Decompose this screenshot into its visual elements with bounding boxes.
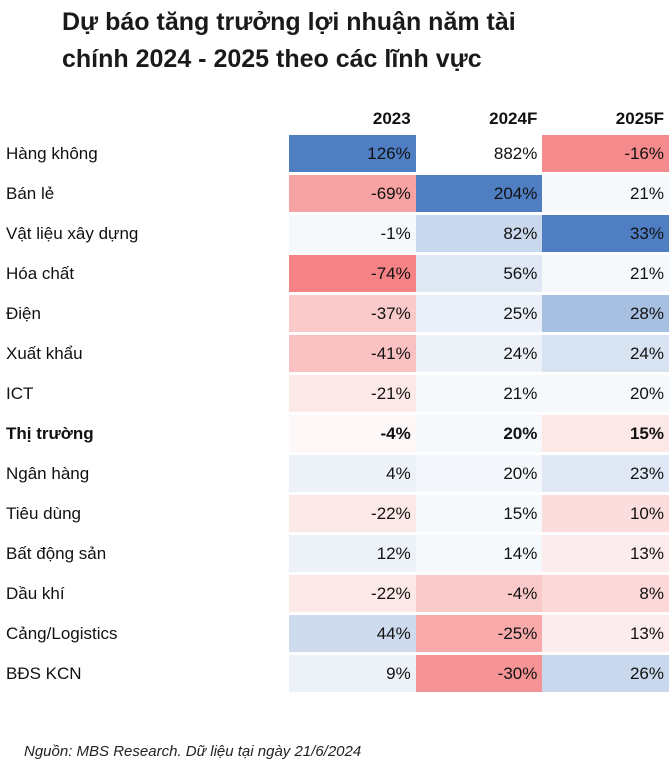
heatmap-cell: 25% (415, 295, 543, 332)
heatmap-cell: -21% (289, 375, 416, 412)
heatmap-cell: 21% (542, 255, 669, 292)
heatmap-cell: 9% (289, 655, 416, 692)
heatmap-row: Hóa chất -74% 56% 21% (0, 255, 669, 292)
heatmap-table: 2023 2024F 2025F Hàng không 126% 882% -16% B… (0, 103, 669, 695)
heatmap-cell: 204% (415, 175, 543, 212)
heatmap-cell: 10% (542, 495, 669, 532)
row-label: BĐS KCN (6, 663, 82, 683)
row-label: ICT (6, 383, 34, 403)
heatmap-row: Dầu khí -22% -4% 8% (0, 575, 669, 612)
heatmap-cell: 20% (415, 415, 543, 452)
row-label: Điện (6, 303, 41, 323)
column-header-row: 2023 2024F 2025F (0, 106, 669, 132)
heatmap-cell: 24% (415, 335, 543, 372)
row-label: Hóa chất (6, 263, 75, 283)
source-note: Nguồn: MBS Research. Dữ liệu tại ngày 21… (24, 743, 362, 760)
row-label: Xuất khẩu (6, 343, 83, 363)
heatmap-row: Tiêu dùng -22% 15% 10% (0, 495, 669, 532)
heatmap-cell: 8% (542, 575, 669, 612)
heatmap-cell: -69% (289, 175, 416, 212)
row-label: Cảng/Logistics (6, 623, 118, 643)
heatmap-row: Ngân hàng 4% 20% 23% (0, 455, 669, 492)
heatmap-cell: -4% (289, 415, 416, 452)
chart-title-line-2: chính 2024 - 2025 theo các lĩnh vực (62, 45, 482, 73)
heatmap-cell: -1% (289, 215, 416, 252)
heatmap-cell: 13% (542, 535, 669, 572)
heatmap-row: Thị trường -4% 20% 15% (0, 415, 669, 452)
heatmap-cell: 82% (415, 215, 543, 252)
heatmap-cell: 23% (542, 455, 669, 492)
heatmap-cell: -22% (289, 495, 416, 532)
row-label: Vật liệu xây dựng (6, 223, 139, 243)
heatmap-cell: 26% (542, 655, 669, 692)
heatmap-body: Hàng không 126% 882% -16% Bán lẻ -69% 204% 21% V… (0, 135, 669, 692)
heatmap-cell: 21% (415, 375, 543, 412)
row-label: Tiêu dùng (6, 503, 81, 523)
heatmap-row: Bất động sản 12% 14% 13% (0, 535, 669, 572)
heatmap-cell: -41% (289, 335, 416, 372)
heatmap-cell: -25% (415, 615, 543, 652)
heatmap-cell: -4% (415, 575, 543, 612)
heatmap-cell: 15% (415, 495, 543, 532)
heatmap-cell: 24% (542, 335, 669, 372)
row-label: Bất động sản (6, 543, 107, 563)
row-label: Thị trường (6, 423, 94, 443)
chart-title-line-1: Dự báo tăng trưởng lợi nhuận năm tài (62, 8, 516, 36)
heatmap-cell: -37% (289, 295, 416, 332)
heatmap-cell: 21% (542, 175, 669, 212)
chart-title: Dự báo tăng trưởng lợi nhuận năm tài chí… (62, 4, 622, 78)
heatmap-cell: 12% (289, 535, 416, 572)
column-header-2024f: 2024F (489, 109, 538, 128)
heatmap-cell: 20% (415, 455, 543, 492)
heatmap-cell: 882% (415, 135, 543, 172)
column-header-2023: 2023 (372, 109, 411, 128)
heatmap-cell: -30% (415, 655, 543, 692)
row-label: Ngân hàng (6, 463, 90, 483)
heatmap-row: Vật liệu xây dựng -1% 82% 33% (0, 215, 669, 252)
heatmap-cell: 33% (542, 215, 669, 252)
row-label: Dầu khí (6, 583, 65, 603)
heatmap-cell: 13% (542, 615, 669, 652)
heatmap-cell: 20% (542, 375, 669, 412)
row-label: Bán lẻ (6, 183, 55, 203)
heatmap-row: ICT -21% 21% 20% (0, 375, 669, 412)
column-header-2025f: 2025F (615, 109, 664, 128)
heatmap-cell: 4% (289, 455, 416, 492)
heatmap-cell: -16% (542, 135, 669, 172)
row-label: Hàng không (6, 143, 98, 163)
heatmap-cell: 56% (415, 255, 543, 292)
heatmap-row: Bán lẻ -69% 204% 21% (0, 175, 669, 212)
heatmap-cell: -22% (289, 575, 416, 612)
heatmap-cell: 15% (542, 415, 669, 452)
heatmap-row: Xuất khẩu -41% 24% 24% (0, 335, 669, 372)
heatmap-row: Cảng/Logistics 44% -25% 13% (0, 615, 669, 652)
heatmap-cell: 44% (289, 615, 416, 652)
heatmap-row: Điện -37% 25% 28% (0, 295, 669, 332)
heatmap-cell: 14% (415, 535, 543, 572)
heatmap-row: Hàng không 126% 882% -16% (0, 135, 669, 172)
corner-cell (0, 106, 289, 132)
heatmap-cell: 28% (542, 295, 669, 332)
heatmap-cell: 126% (289, 135, 416, 172)
heatmap-row: BĐS KCN 9% -30% 26% (0, 655, 669, 692)
heatmap-cell: -74% (289, 255, 416, 292)
